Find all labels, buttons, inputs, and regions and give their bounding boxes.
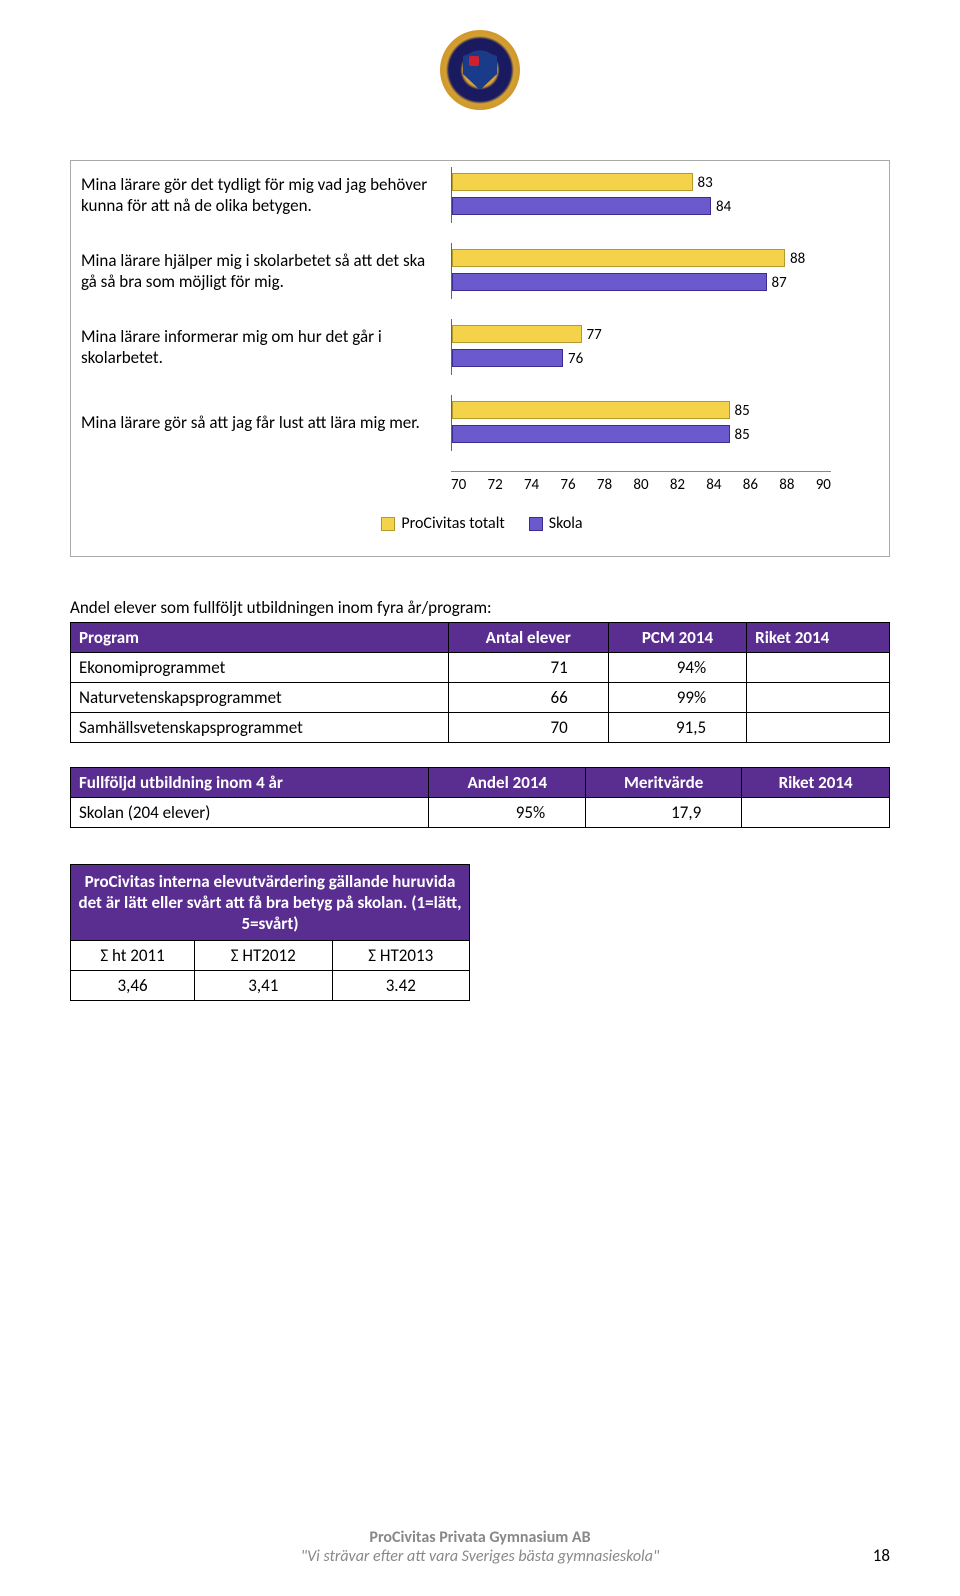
table-cell: 70 <box>448 712 608 742</box>
bar-value: 83 <box>692 174 713 192</box>
table-cell: 17,9 <box>586 797 742 827</box>
bar-group: 85 85 <box>451 395 821 451</box>
table-row: Ekonomiprogrammet7194% <box>71 652 890 682</box>
table-header: ProCivitas interna elevutvärdering gälla… <box>71 864 470 940</box>
legend-item: ProCivitas totalt <box>381 514 504 533</box>
table-header: Riket 2014 <box>742 767 890 797</box>
table-cell: Naturvetenskapsprogrammet <box>71 682 449 712</box>
table-row: Samhällsvetenskapsprogrammet7091,5 <box>71 712 890 742</box>
chart-row: Mina lärare gör det tydligt för mig vad … <box>81 167 883 223</box>
footer-slogan: "Vi strävar efter att vara Sveriges bäst… <box>0 1547 960 1566</box>
axis-tick: 74 <box>524 476 539 494</box>
table-program: ProgramAntal eleverPCM 2014Riket 2014Eko… <box>70 622 890 743</box>
bar-series-2: 85 <box>452 425 730 443</box>
axis-tick: 70 <box>451 476 466 494</box>
legend-label: ProCivitas totalt <box>401 514 504 533</box>
bar-label: Mina lärare informerar mig om hur det gå… <box>81 326 451 369</box>
bar-series-1: 85 <box>452 401 730 419</box>
axis-tick: 82 <box>670 476 685 494</box>
bar-group: 77 76 <box>451 319 821 375</box>
table-header: Antal elever <box>448 622 608 652</box>
table-header: Andel 2014 <box>429 767 586 797</box>
bar-group: 83 84 <box>451 167 821 223</box>
table-fullfoljd: Fullföljd utbildning inom 4 årAndel 2014… <box>70 767 890 828</box>
axis-tick: 90 <box>816 476 831 494</box>
table-cell <box>742 797 890 827</box>
bar-series-1: 77 <box>452 325 582 343</box>
bar-value: 84 <box>710 198 731 216</box>
table-header: Fullföljd utbildning inom 4 år <box>71 767 429 797</box>
table-cell: Σ HT2013 <box>332 940 469 970</box>
axis-tick: 80 <box>633 476 648 494</box>
page-number: 18 <box>873 1545 890 1566</box>
table-cell: 99% <box>608 682 746 712</box>
axis-tick: 76 <box>560 476 575 494</box>
bar-value: 85 <box>729 402 750 420</box>
legend-item: Skola <box>529 514 583 533</box>
table-cell: Ekonomiprogrammet <box>71 652 449 682</box>
table-cell: 95% <box>429 797 586 827</box>
bar-series-1: 88 <box>452 249 785 267</box>
bar-series-2: 87 <box>452 273 767 291</box>
table-cell <box>747 682 890 712</box>
footer-org: ProCivitas Privata Gymnasium AB <box>0 1528 960 1547</box>
bar-series-1: 83 <box>452 173 693 191</box>
axis-tick: 72 <box>487 476 502 494</box>
bar-label: Mina lärare hjälper mig i skolarbetet så… <box>81 250 451 293</box>
table-cell: Σ HT2012 <box>195 940 332 970</box>
table-header: Meritvärde <box>586 767 742 797</box>
axis-tick: 78 <box>597 476 612 494</box>
table-cell <box>747 712 890 742</box>
table-cell: Σ ht 2011 <box>71 940 195 970</box>
bar-value: 88 <box>784 250 805 268</box>
page-footer: ProCivitas Privata Gymnasium AB "Vi strä… <box>0 1528 960 1566</box>
bar-series-2: 76 <box>452 349 563 367</box>
axis-tick: 88 <box>779 476 794 494</box>
table-cell: 66 <box>448 682 608 712</box>
table-cell: Skolan (204 elever) <box>71 797 429 827</box>
table-intern-evaluation: ProCivitas interna elevutvärdering gälla… <box>70 864 470 1001</box>
school-logo <box>440 30 520 110</box>
bar-label: Mina lärare gör så att jag får lust att … <box>81 412 451 433</box>
axis-tick: 84 <box>706 476 721 494</box>
table-cell: 3,46 <box>71 970 195 1000</box>
bar-label: Mina lärare gör det tydligt för mig vad … <box>81 174 451 217</box>
table-cell: 91,5 <box>608 712 746 742</box>
chart-row: Mina lärare informerar mig om hur det gå… <box>81 319 883 375</box>
axis-tick: 86 <box>743 476 758 494</box>
bar-value: 85 <box>729 426 750 444</box>
table-cell <box>747 652 890 682</box>
x-axis: 70 72 74 76 78 80 82 84 86 88 90 <box>451 471 831 504</box>
table-row: Naturvetenskapsprogrammet6699% <box>71 682 890 712</box>
table-header: PCM 2014 <box>608 622 746 652</box>
bar-value: 77 <box>581 326 602 344</box>
table-cell: Samhällsvetenskapsprogrammet <box>71 712 449 742</box>
table-cell: 3,41 <box>195 970 332 1000</box>
bar-series-2: 84 <box>452 197 711 215</box>
legend-swatch <box>381 517 395 531</box>
bar-value: 87 <box>766 274 787 292</box>
table-cell: 94% <box>608 652 746 682</box>
bar-chart: Mina lärare gör det tydligt för mig vad … <box>70 160 890 557</box>
table-header: Riket 2014 <box>747 622 890 652</box>
chart-row: Mina lärare gör så att jag får lust att … <box>81 395 883 451</box>
table-cell: 71 <box>448 652 608 682</box>
chart-legend: ProCivitas totalt Skola <box>81 504 883 556</box>
bar-group: 88 87 <box>451 243 821 299</box>
table-row: Skolan (204 elever)95%17,9 <box>71 797 890 827</box>
table-cell: 3.42 <box>332 970 469 1000</box>
chart-row: Mina lärare hjälper mig i skolarbetet så… <box>81 243 883 299</box>
legend-label: Skola <box>549 514 583 533</box>
legend-swatch <box>529 517 543 531</box>
table-header: Program <box>71 622 449 652</box>
bar-value: 76 <box>562 350 583 368</box>
table1-caption: Andel elever som fullföljt utbildningen … <box>70 597 890 618</box>
